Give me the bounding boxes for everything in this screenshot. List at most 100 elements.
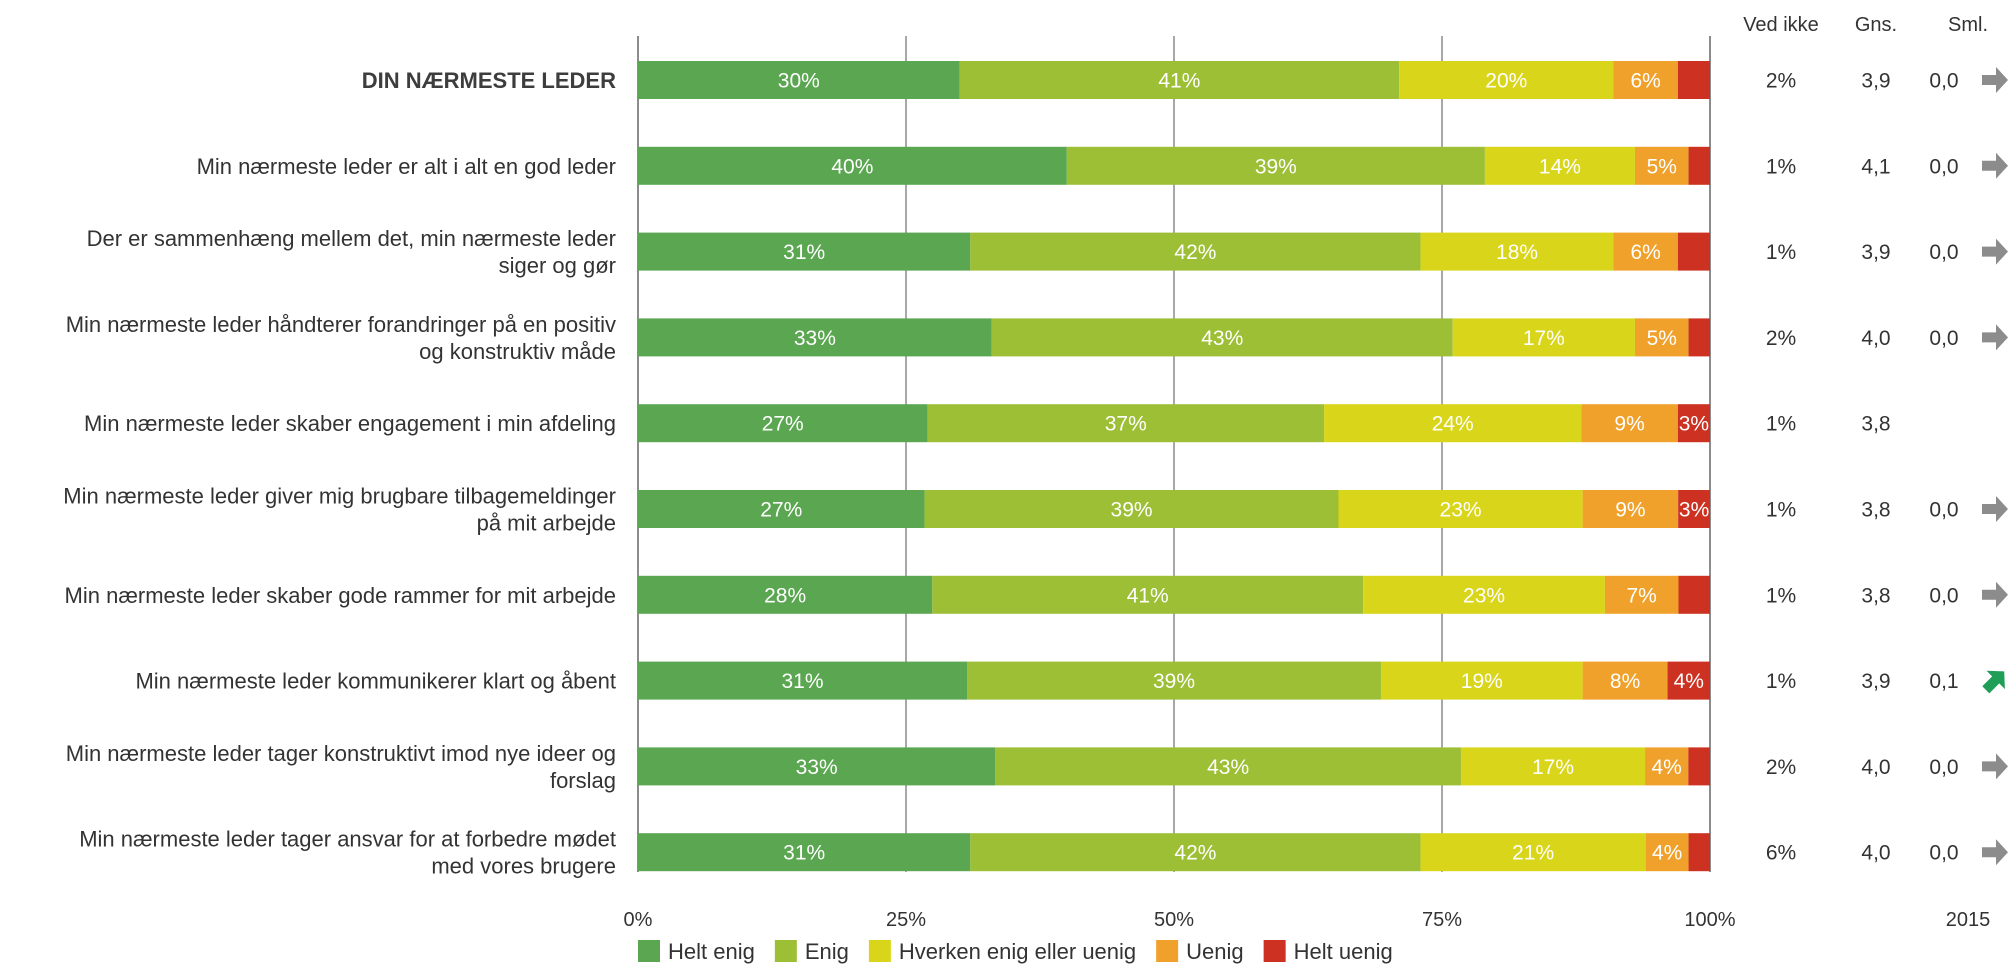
gns-value: 4,0 (1861, 327, 1890, 350)
bar-segment (638, 146, 1067, 185)
bar-segment (1452, 318, 1635, 357)
bar-segment (1667, 661, 1710, 700)
row-label: Min nærmeste leder tager ansvar for at f… (79, 827, 616, 852)
data-label: 4% (1652, 756, 1682, 779)
bar-segment (1582, 661, 1668, 700)
bar-segment (638, 318, 992, 357)
bar-segment (924, 490, 1339, 528)
x-tick-label: 100% (1684, 909, 1735, 931)
row-label: Min nærmeste leder skaber engagement i m… (84, 411, 616, 436)
data-label: 30% (778, 70, 820, 93)
arrow-right-icon (1982, 496, 2008, 522)
arrow-right-icon (1982, 67, 2008, 93)
ved-ikke-value: 6% (1766, 842, 1796, 865)
data-label: 17% (1532, 756, 1574, 779)
bar-segment (1460, 747, 1646, 786)
bar-segment (967, 661, 1381, 700)
row-label: DIN NÆRMESTE LEDER (362, 68, 616, 93)
gns-value: 4,0 (1861, 842, 1890, 865)
legend-swatch (774, 940, 797, 962)
bar-segment (638, 232, 971, 271)
legend-swatch (1263, 940, 1286, 962)
bar-segment (1677, 404, 1710, 443)
bar-segment (1645, 747, 1689, 786)
sml-value: 0,0 (1929, 155, 1958, 178)
bar-segment (1678, 490, 1710, 528)
bar-segment (1582, 490, 1679, 528)
legend-label: Uenig (1186, 939, 1243, 964)
data-label: 41% (1158, 70, 1200, 93)
data-label: 4% (1674, 670, 1704, 693)
data-label: 14% (1539, 155, 1581, 178)
bar-segment (1688, 318, 1710, 357)
row-label: Min nærmeste leder kommunikerer klart og… (135, 669, 616, 694)
gns-value: 3,8 (1861, 499, 1890, 522)
data-label: 40% (831, 155, 873, 178)
bar-segment (970, 833, 1421, 872)
gns-value: 3,9 (1861, 70, 1890, 93)
data-label: 9% (1615, 499, 1645, 522)
sml-value: 0,0 (1929, 842, 1958, 865)
bar-segment (1613, 61, 1678, 99)
data-label: 24% (1432, 413, 1474, 436)
data-label: 43% (1207, 756, 1249, 779)
gns-value: 4,0 (1861, 756, 1890, 779)
bar-segment (1484, 146, 1635, 185)
gns-value: 3,9 (1861, 241, 1890, 264)
bar-segment (638, 61, 960, 99)
arrow-right-icon (1982, 238, 2008, 265)
arrow-right-icon (1982, 324, 2008, 351)
bar-segment (1338, 490, 1583, 528)
bar-segment (1634, 318, 1689, 357)
bar-segment (1420, 833, 1646, 872)
bar-segment (1420, 232, 1614, 271)
data-label: 5% (1647, 155, 1677, 178)
data-label: 39% (1111, 499, 1153, 522)
sml-year-label: 2015 (1946, 909, 1991, 931)
gns-value: 3,8 (1861, 584, 1890, 607)
bar-segment (1613, 232, 1678, 271)
header-ved-ikke: Ved ikke (1743, 14, 1819, 36)
legend-label: Hverken enig eller uenig (899, 939, 1136, 964)
row-label: siger og gør (499, 253, 616, 278)
data-label: 3% (1679, 413, 1709, 436)
sml-value: 0,0 (1929, 756, 1958, 779)
sml-value: 0,0 (1929, 241, 1958, 264)
data-label: 39% (1153, 670, 1195, 693)
legend-swatch (638, 940, 660, 962)
ved-ikke-value: 1% (1766, 670, 1796, 693)
ved-ikke-value: 1% (1766, 584, 1796, 607)
bar-segment (638, 833, 971, 872)
data-label: 20% (1485, 70, 1527, 93)
bar-segment (1645, 833, 1689, 872)
data-label: 39% (1255, 155, 1297, 178)
arrow-right-icon (1982, 753, 2008, 780)
data-label: 8% (1610, 670, 1640, 693)
bar-segment (1581, 404, 1678, 443)
legend-label: Enig (805, 939, 849, 964)
sml-value: 0,0 (1929, 70, 1958, 93)
ved-ikke-value: 1% (1766, 413, 1796, 436)
x-tick-label: 50% (1154, 909, 1194, 931)
bar-segment (1688, 747, 1710, 786)
row-label: Min nærmeste leder er alt i alt en god l… (197, 154, 616, 179)
sml-value: 0,0 (1929, 584, 1958, 607)
data-label: 31% (781, 670, 823, 693)
bar-segment (1688, 146, 1710, 185)
data-label: 6% (1631, 241, 1661, 264)
bar-segment (1399, 61, 1614, 99)
x-tick-label: 0% (624, 909, 653, 931)
bar-segment (1634, 146, 1689, 185)
bar-segment (991, 318, 1453, 357)
ved-ikke-value: 2% (1766, 756, 1796, 779)
row-label: Min nærmeste leder skaber gode rammer fo… (65, 583, 616, 608)
ved-ikke-value: 2% (1766, 327, 1796, 350)
ved-ikke-value: 1% (1766, 241, 1796, 264)
bar-segment (1677, 232, 1710, 271)
arrow-up-right-icon (1982, 670, 2005, 694)
row-label: og konstruktiv måde (419, 339, 616, 364)
bar-segment (638, 575, 933, 614)
arrow-right-icon (1982, 152, 2008, 179)
sml-value: 0,0 (1929, 327, 1958, 350)
